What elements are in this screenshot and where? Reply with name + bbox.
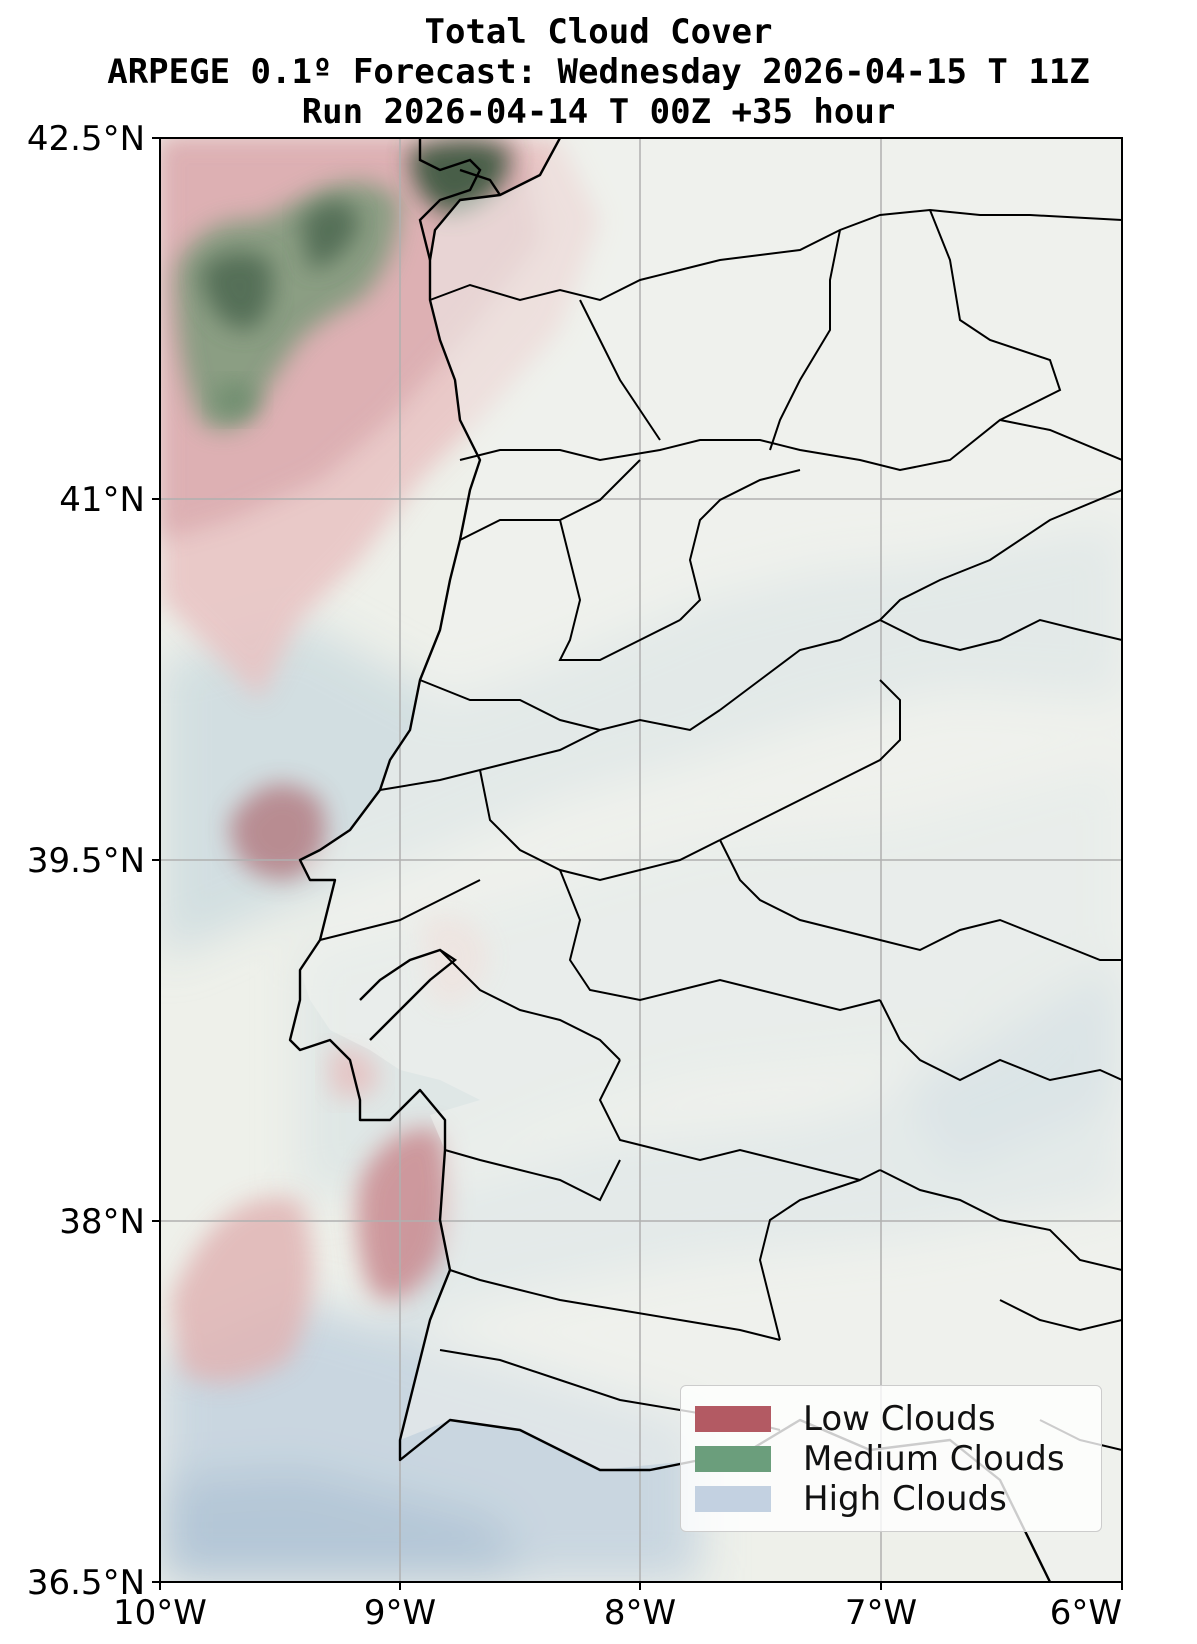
tagus-estuary — [359, 948, 458, 1041]
lat-label-41: 41°N — [59, 480, 145, 520]
high-cloud-swatch — [695, 1486, 771, 1512]
legend-item-medium: Medium Clouds — [695, 1438, 1065, 1480]
coastline-north — [418, 138, 501, 261]
legend-item-high: High Clouds — [695, 1478, 1007, 1520]
legend-label-high: High Clouds — [803, 1479, 1007, 1519]
lon-label-6w: 6°W — [1050, 1593, 1122, 1633]
low-cloud-swatch — [695, 1406, 771, 1432]
lat-label-36-5: 36.5°N — [27, 1563, 145, 1603]
lon-label-7w: 7°W — [845, 1593, 917, 1633]
medium-cloud-layer — [175, 140, 510, 430]
legend-label-low: Low Clouds — [803, 1399, 996, 1439]
legend-item-low: Low Clouds — [695, 1398, 996, 1440]
lat-label-42-5: 42.5°N — [27, 119, 145, 159]
medium-cloud-swatch — [695, 1446, 771, 1472]
lat-label-38: 38°N — [59, 1202, 145, 1242]
legend: Low Clouds Medium Clouds High Clouds — [680, 1385, 1102, 1532]
legend-label-medium: Medium Clouds — [803, 1439, 1065, 1479]
map-title: Total Cloud Cover — [424, 12, 773, 52]
axis-ticks — [152, 137, 1123, 1590]
lat-label-39-5: 39.5°N — [27, 841, 145, 881]
graticule — [160, 138, 1122, 1582]
lon-label-8w: 8°W — [604, 1593, 676, 1633]
lon-label-10w: 10°W — [113, 1593, 207, 1633]
admin-borders — [319, 208, 1122, 1451]
run-subtitle: Run 2026-04-14 T 00Z +35 hour — [301, 92, 896, 132]
forecast-subtitle: ARPEGE 0.1º Forecast: Wednesday 2026-04-… — [107, 52, 1090, 92]
coastline — [288, 138, 1052, 1582]
lon-label-9w: 9°W — [364, 1593, 436, 1633]
